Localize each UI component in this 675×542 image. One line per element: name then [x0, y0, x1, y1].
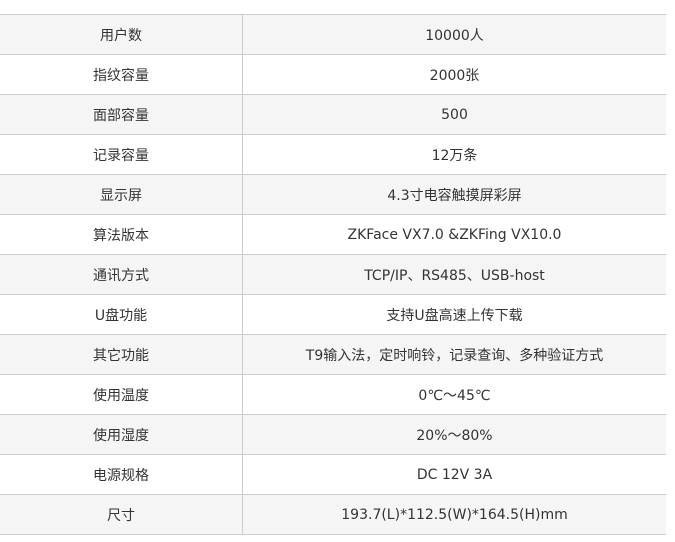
spec-value: 4.3寸电容触摸屏彩屏 [242, 174, 666, 215]
spec-label: 显示屏 [0, 174, 243, 215]
spec-label: 其它功能 [0, 334, 243, 375]
spec-value: 193.7(L)*112.5(W)*164.5(H)mm [242, 494, 666, 535]
spec-value: 20%～80% [242, 414, 666, 455]
spec-label: 尺寸 [0, 494, 243, 535]
table-row: 显示屏 4.3寸电容触摸屏彩屏 [0, 174, 666, 215]
table-row: 使用温度 0℃～45℃ [0, 374, 666, 415]
table-row: 记录容量 12万条 [0, 134, 666, 175]
spec-label: 使用湿度 [0, 414, 243, 455]
spec-value: 10000人 [242, 14, 666, 55]
spec-label: 使用温度 [0, 374, 243, 415]
table-row: 其它功能 T9输入法，定时响铃，记录查询、多种验证方式 [0, 334, 666, 375]
spec-value: 0℃～45℃ [242, 374, 666, 415]
spec-table: 用户数 10000人 指纹容量 2000张 面部容量 500 记录容量 12万条 显示屏 4.3寸… [0, 14, 666, 535]
spec-label: 记录容量 [0, 134, 243, 175]
spec-value: 2000张 [242, 54, 666, 95]
spec-label: 电源规格 [0, 454, 243, 495]
spec-label: U盘功能 [0, 294, 243, 335]
table-row: 面部容量 500 [0, 94, 666, 135]
spec-value: DC 12V 3A [242, 454, 666, 495]
spec-value: 12万条 [242, 134, 666, 175]
table-row: 尺寸 193.7(L)*112.5(W)*164.5(H)mm [0, 494, 666, 535]
spec-value: T9输入法，定时响铃，记录查询、多种验证方式 [242, 334, 666, 375]
table-row: 指纹容量 2000张 [0, 54, 666, 95]
table-row: 用户数 10000人 [0, 14, 666, 55]
table-row: 电源规格 DC 12V 3A [0, 454, 666, 495]
table-row: 通讯方式 TCP/IP、RS485、USB-host [0, 254, 666, 295]
table-row: 算法版本 ZKFace VX7.0 &ZKFing VX10.0 [0, 214, 666, 255]
spec-label: 指纹容量 [0, 54, 243, 95]
table-row: 使用湿度 20%～80% [0, 414, 666, 455]
spec-label: 用户数 [0, 14, 243, 55]
spec-value: 500 [242, 94, 666, 135]
spec-value: 支持U盘高速上传下载 [242, 294, 666, 335]
spec-label: 面部容量 [0, 94, 243, 135]
table-row: U盘功能 支持U盘高速上传下载 [0, 294, 666, 335]
spec-label: 通讯方式 [0, 254, 243, 295]
spec-label: 算法版本 [0, 214, 243, 255]
spec-value: TCP/IP、RS485、USB-host [242, 254, 666, 295]
spec-value: ZKFace VX7.0 &ZKFing VX10.0 [242, 214, 666, 255]
